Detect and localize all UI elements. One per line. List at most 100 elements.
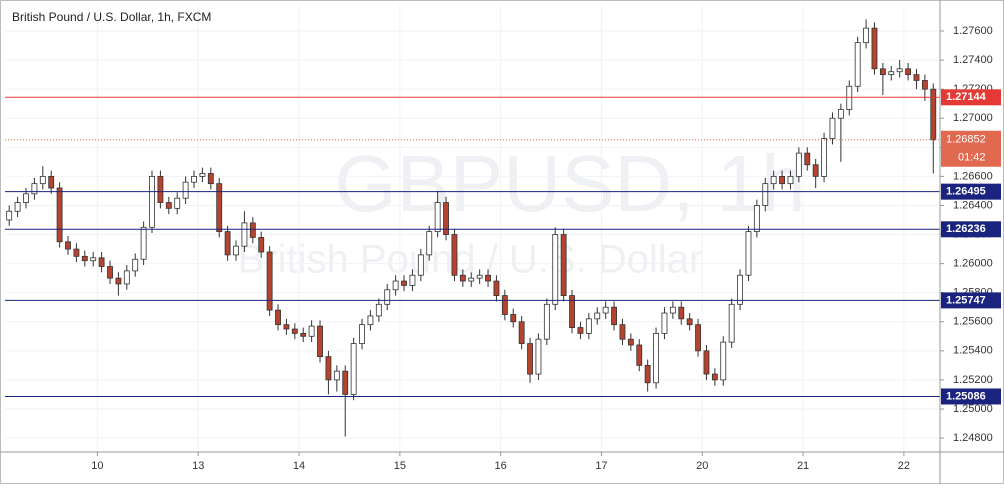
level-label: 1.26236 bbox=[946, 223, 986, 235]
last-price-label: 1.26852 bbox=[946, 134, 986, 146]
y-tick-label: 1.25600 bbox=[953, 316, 993, 328]
candle-body bbox=[896, 68, 903, 73]
candle-body bbox=[921, 80, 928, 90]
candle-body bbox=[275, 309, 281, 326]
candle-body bbox=[879, 68, 886, 76]
candle-body bbox=[81, 255, 88, 262]
candle-body bbox=[543, 303, 550, 340]
candle-body bbox=[493, 280, 500, 296]
candle-body bbox=[535, 338, 542, 375]
candle-body bbox=[165, 202, 172, 209]
candle-body bbox=[249, 222, 256, 238]
candle-body bbox=[258, 237, 265, 253]
candle-body bbox=[636, 344, 643, 366]
candle-body bbox=[501, 295, 508, 315]
candle-body bbox=[871, 27, 878, 70]
x-tick-label: 16 bbox=[495, 460, 507, 472]
candle-body bbox=[48, 175, 55, 189]
candle-body bbox=[300, 332, 307, 337]
watermark: GBPUSD, 1h bbox=[334, 139, 805, 228]
candle-body bbox=[266, 251, 273, 311]
candle-body bbox=[594, 312, 601, 320]
candle-body bbox=[459, 274, 466, 282]
level-label-box bbox=[941, 388, 1001, 405]
candle-body bbox=[795, 152, 802, 177]
candle-body bbox=[485, 274, 491, 282]
candle-body bbox=[468, 277, 475, 282]
candle-body bbox=[157, 175, 164, 203]
candle-body bbox=[132, 258, 139, 272]
candle-body bbox=[182, 181, 189, 199]
y-tick-label: 1.25200 bbox=[953, 374, 993, 386]
candle-body bbox=[779, 175, 785, 185]
candle-body bbox=[384, 289, 391, 305]
candle-body bbox=[409, 274, 416, 286]
y-tick-label: 1.27400 bbox=[953, 54, 993, 66]
candle-body bbox=[375, 303, 382, 317]
level-label: 1.25747 bbox=[946, 294, 986, 306]
candle-body bbox=[434, 202, 441, 233]
candle-body bbox=[224, 231, 231, 256]
candle-body bbox=[863, 27, 869, 44]
candle-body bbox=[770, 175, 777, 185]
candle-body bbox=[737, 274, 743, 305]
level-label: 1.27144 bbox=[946, 91, 987, 103]
candle-body bbox=[392, 280, 399, 291]
level-label-box bbox=[941, 89, 1001, 106]
candle-body bbox=[905, 68, 911, 76]
candle-body bbox=[333, 370, 340, 381]
candle-body bbox=[745, 231, 752, 276]
candle-body bbox=[930, 88, 937, 141]
candle-body bbox=[123, 270, 130, 285]
candle-body bbox=[527, 343, 533, 375]
candle-body bbox=[73, 248, 80, 257]
candle-body bbox=[846, 85, 853, 110]
candle-body bbox=[720, 341, 727, 381]
candle-body bbox=[325, 356, 332, 381]
candle-body bbox=[804, 152, 811, 166]
candle-body bbox=[174, 197, 181, 209]
candle-body bbox=[14, 202, 21, 212]
candle-body bbox=[317, 325, 323, 358]
last-price-box bbox=[941, 130, 1001, 167]
candle-body bbox=[451, 234, 458, 276]
candle-body bbox=[98, 257, 105, 267]
candle-body bbox=[115, 277, 122, 285]
candle-body bbox=[695, 324, 701, 352]
candle-body bbox=[913, 74, 920, 81]
candle-body bbox=[837, 109, 844, 119]
candle-body bbox=[216, 183, 223, 233]
y-tick-label: 1.24800 bbox=[953, 432, 993, 444]
candle-body bbox=[653, 332, 659, 384]
candle-body bbox=[417, 254, 424, 276]
candle-body bbox=[829, 117, 836, 139]
candle-body bbox=[367, 315, 374, 326]
y-tick-label: 1.27000 bbox=[953, 112, 993, 124]
candle-body bbox=[611, 306, 617, 326]
candle-body bbox=[233, 245, 239, 256]
candle-body bbox=[359, 324, 365, 344]
candle-body bbox=[65, 241, 71, 250]
candle-body bbox=[426, 231, 433, 256]
candle-body bbox=[644, 364, 651, 384]
candle-body bbox=[669, 306, 676, 314]
countdown: 01:42 bbox=[958, 152, 986, 164]
candle-body bbox=[888, 71, 895, 76]
level-label: 1.26495 bbox=[946, 186, 986, 198]
x-tick-label: 13 bbox=[192, 460, 204, 472]
candle-body bbox=[342, 370, 349, 395]
candle-body bbox=[291, 328, 298, 334]
y-tick-label: 1.26400 bbox=[953, 199, 993, 211]
x-tick-label: 20 bbox=[696, 460, 708, 472]
candle-body bbox=[762, 183, 769, 206]
candle-body bbox=[476, 274, 483, 279]
x-tick-label: 17 bbox=[595, 460, 607, 472]
candle-body bbox=[753, 205, 760, 233]
candle-body bbox=[56, 187, 63, 243]
candle-body bbox=[283, 324, 290, 330]
candle-body bbox=[585, 318, 592, 334]
candle-body bbox=[678, 306, 685, 320]
candle-body bbox=[854, 42, 861, 87]
candle-body bbox=[90, 257, 97, 262]
